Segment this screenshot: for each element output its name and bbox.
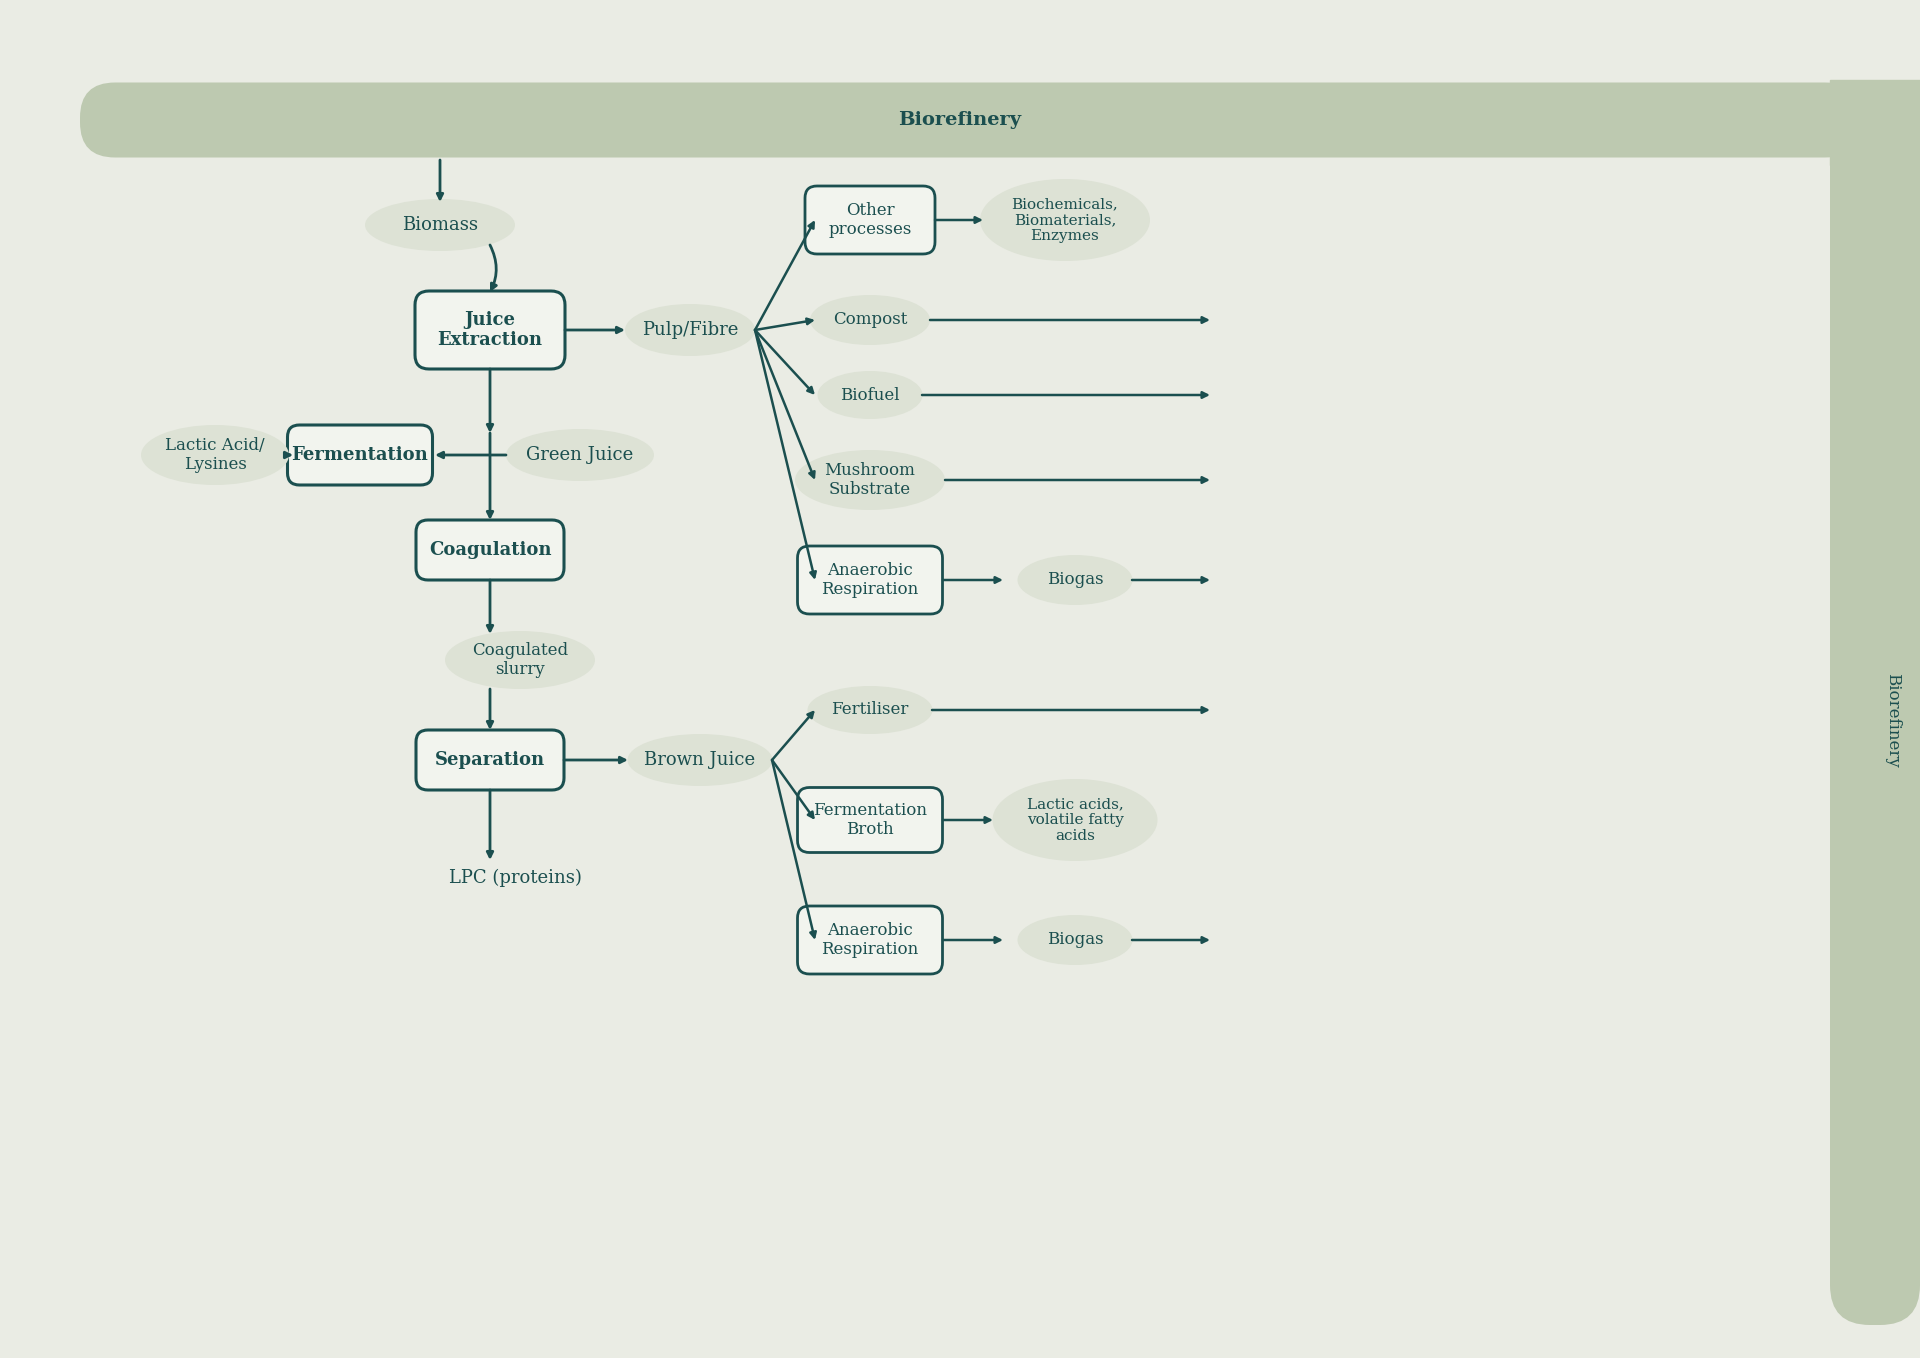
FancyBboxPatch shape	[415, 291, 564, 369]
Text: Biochemicals,
Biomaterials,
Enzymes: Biochemicals, Biomaterials, Enzymes	[1012, 197, 1117, 243]
Text: Fertiliser: Fertiliser	[831, 702, 908, 718]
Text: Compost: Compost	[833, 311, 906, 329]
Ellipse shape	[628, 735, 772, 786]
Text: Mushroom
Substrate: Mushroom Substrate	[824, 462, 916, 498]
Ellipse shape	[365, 200, 515, 251]
FancyBboxPatch shape	[1830, 95, 1920, 1325]
FancyBboxPatch shape	[417, 520, 564, 580]
Text: Lactic acids,
volatile fatty
acids: Lactic acids, volatile fatty acids	[1027, 797, 1123, 843]
Text: Separation: Separation	[436, 751, 545, 769]
FancyBboxPatch shape	[81, 83, 1860, 158]
Ellipse shape	[795, 449, 945, 511]
FancyBboxPatch shape	[797, 546, 943, 614]
Ellipse shape	[507, 429, 655, 481]
Ellipse shape	[1018, 915, 1133, 966]
Polygon shape	[1830, 80, 1920, 166]
Ellipse shape	[1018, 555, 1133, 606]
Ellipse shape	[979, 179, 1150, 261]
Ellipse shape	[626, 304, 755, 356]
Ellipse shape	[140, 425, 290, 485]
Text: Coagulation: Coagulation	[428, 540, 551, 559]
Text: Juice
Extraction: Juice Extraction	[438, 311, 543, 349]
FancyBboxPatch shape	[417, 731, 564, 790]
Text: Pulp/Fibre: Pulp/Fibre	[641, 320, 737, 340]
Text: Anaerobic
Respiration: Anaerobic Respiration	[822, 922, 918, 959]
Text: Biogas: Biogas	[1046, 932, 1104, 948]
FancyBboxPatch shape	[804, 186, 935, 254]
Text: Coagulated
slurry: Coagulated slurry	[472, 642, 568, 678]
Text: Biorefinery: Biorefinery	[899, 111, 1021, 129]
Ellipse shape	[808, 686, 933, 735]
Text: Anaerobic
Respiration: Anaerobic Respiration	[822, 562, 918, 599]
Text: Fermentation: Fermentation	[292, 445, 428, 464]
Text: Brown Juice: Brown Juice	[645, 751, 756, 769]
Text: Biomass: Biomass	[401, 216, 478, 234]
FancyBboxPatch shape	[797, 788, 943, 853]
Text: Other
processes: Other processes	[828, 202, 912, 238]
Ellipse shape	[993, 779, 1158, 861]
Ellipse shape	[445, 631, 595, 689]
Text: Biofuel: Biofuel	[841, 387, 900, 403]
Text: Green Juice: Green Juice	[526, 445, 634, 464]
Text: LPC (proteins): LPC (proteins)	[449, 869, 582, 887]
FancyBboxPatch shape	[288, 425, 432, 485]
Ellipse shape	[810, 295, 929, 345]
Text: Lactic Acid/
Lysines: Lactic Acid/ Lysines	[165, 437, 265, 474]
Text: Biorefinery: Biorefinery	[1885, 672, 1901, 767]
Text: Fermentation
Broth: Fermentation Broth	[812, 801, 927, 838]
Ellipse shape	[818, 371, 922, 420]
Text: Biogas: Biogas	[1046, 572, 1104, 588]
FancyBboxPatch shape	[797, 906, 943, 974]
